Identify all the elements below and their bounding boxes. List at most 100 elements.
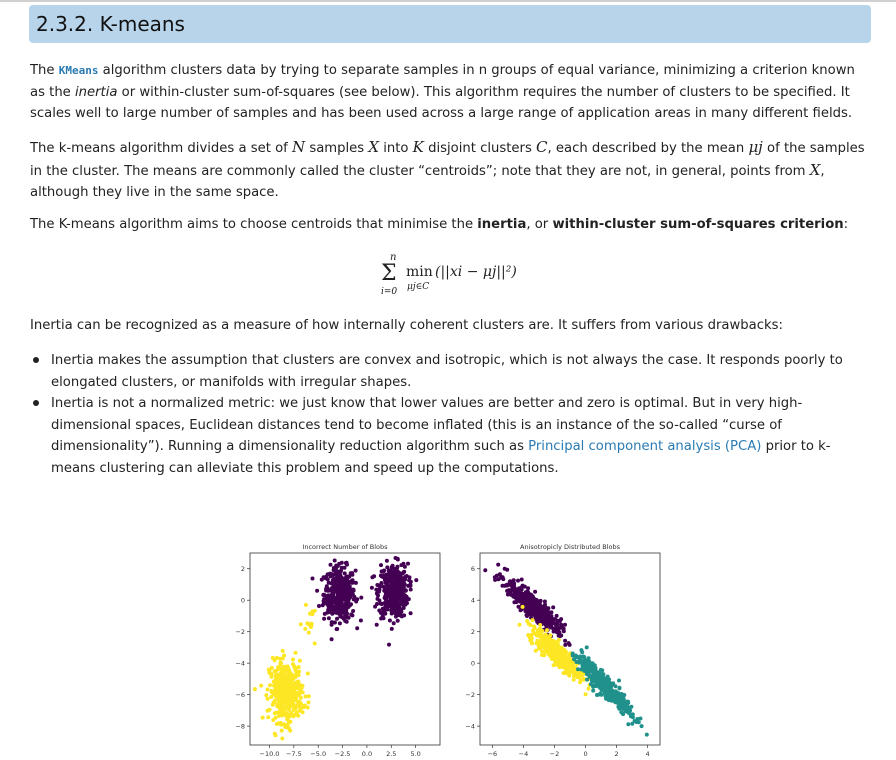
- data-point: [598, 680, 603, 685]
- data-point: [408, 583, 413, 588]
- data-point: [348, 571, 353, 576]
- data-point: [395, 564, 400, 569]
- data-point: [529, 593, 534, 598]
- data-point: [507, 579, 512, 584]
- data-point: [577, 660, 582, 665]
- data-point: [555, 646, 560, 651]
- bullet-text-2b: prior to k-means clustering can alleviat…: [51, 439, 831, 476]
- data-point: [288, 677, 292, 682]
- data-point: [530, 618, 535, 623]
- bullet-text-1: Inertia makes the assumption that cluste…: [51, 353, 843, 390]
- data-point: [277, 713, 282, 718]
- data-point: [392, 578, 397, 583]
- data-point: [326, 603, 331, 608]
- kmeans-code-link[interactable]: KMeans: [58, 64, 99, 77]
- plot-frame: [249, 552, 441, 746]
- math-C: C: [536, 138, 548, 156]
- data-point: [330, 572, 335, 577]
- data-point: [630, 721, 635, 726]
- data-point: [345, 562, 349, 567]
- data-point: [330, 611, 335, 616]
- y-tick-label: −8: [235, 722, 245, 730]
- desc-text-1: The k-means algorithm divides a set of: [30, 141, 292, 156]
- data-point: [345, 580, 350, 585]
- data-point: [563, 622, 567, 627]
- data-point: [566, 641, 571, 646]
- data-point: [538, 623, 543, 627]
- pca-link[interactable]: Principal component analysis (PCA): [528, 439, 762, 454]
- x-tick-label: −2.5: [335, 750, 351, 758]
- data-point: [393, 614, 398, 619]
- data-point: [536, 599, 541, 604]
- data-point: [382, 608, 387, 613]
- x-tick-label: −2: [550, 750, 560, 758]
- data-point: [608, 691, 613, 696]
- data-point: [585, 671, 590, 676]
- data-point: [321, 601, 326, 606]
- data-point: [548, 633, 553, 638]
- x-tick-label: −7.5: [286, 750, 302, 758]
- data-point: [334, 572, 339, 577]
- data-point: [535, 619, 540, 624]
- data-point: [384, 558, 389, 563]
- data-point: [297, 700, 302, 704]
- data-point: [303, 602, 308, 607]
- data-point: [378, 601, 383, 606]
- data-point: [381, 575, 385, 579]
- data-point: [276, 667, 281, 672]
- data-point: [414, 578, 419, 583]
- data-point: [407, 575, 412, 580]
- data-point: [540, 653, 544, 657]
- data-point: [607, 677, 611, 682]
- data-point: [385, 565, 390, 570]
- intro-lead: The: [30, 63, 59, 78]
- y-tick-label: 2: [241, 565, 245, 573]
- data-point: [352, 596, 357, 601]
- data-point: [295, 684, 300, 689]
- data-point: [284, 686, 289, 691]
- data-point: [615, 699, 620, 704]
- data-point: [514, 600, 519, 604]
- data-point: [382, 588, 387, 593]
- data-point: [359, 595, 364, 600]
- data-point: [512, 581, 517, 586]
- data-point: [310, 576, 315, 581]
- x-tick-label: 0: [583, 750, 587, 758]
- data-point: [525, 614, 529, 618]
- data-point: [591, 671, 596, 676]
- data-point: [386, 601, 391, 605]
- data-point: [300, 683, 305, 688]
- data-point: [554, 621, 559, 626]
- data-point: [516, 591, 521, 596]
- data-point: [613, 684, 618, 689]
- data-point: [312, 641, 317, 646]
- data-point: [401, 603, 406, 608]
- data-point: [397, 575, 402, 580]
- data-point: [326, 580, 331, 585]
- data-point: [644, 732, 649, 737]
- top-divider: [0, 0, 896, 2]
- data-point: [588, 682, 593, 687]
- data-point: [284, 668, 288, 673]
- data-point: [580, 650, 585, 655]
- data-point: [526, 598, 531, 603]
- data-point: [282, 680, 287, 684]
- data-point: [332, 558, 337, 563]
- data-point: [369, 585, 374, 590]
- data-point: [538, 640, 543, 645]
- data-point: [305, 705, 310, 710]
- data-point: [523, 609, 528, 614]
- data-point: [397, 610, 402, 615]
- data-point: [630, 715, 635, 720]
- data-point: [272, 669, 277, 674]
- data-point: [589, 664, 594, 669]
- data-point: [526, 621, 531, 626]
- data-point: [281, 705, 286, 710]
- data-point: [545, 628, 549, 633]
- data-point: [617, 678, 621, 683]
- data-point: [551, 663, 556, 668]
- data-point: [632, 719, 637, 723]
- y-tick-label: 2: [471, 628, 475, 636]
- data-point: [284, 725, 288, 730]
- data-point: [399, 600, 404, 605]
